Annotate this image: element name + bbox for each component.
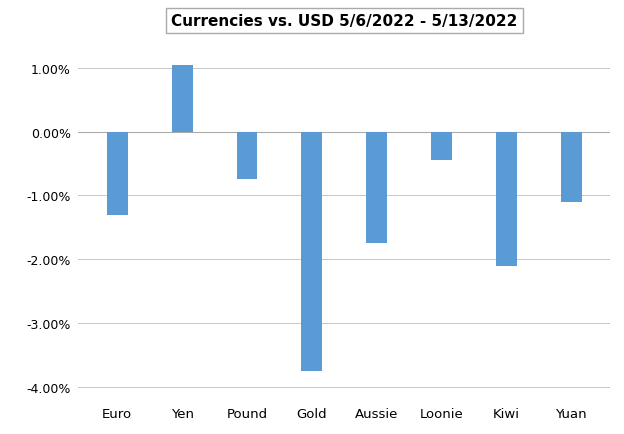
- Title: Currencies vs. USD 5/6/2022 - 5/13/2022: Currencies vs. USD 5/6/2022 - 5/13/2022: [171, 14, 517, 29]
- Bar: [236, 132, 257, 180]
- Bar: [107, 132, 128, 215]
- Bar: [172, 66, 193, 132]
- Bar: [496, 132, 517, 266]
- Bar: [301, 132, 322, 371]
- Bar: [366, 132, 387, 243]
- Bar: [431, 132, 452, 161]
- Bar: [561, 132, 582, 202]
